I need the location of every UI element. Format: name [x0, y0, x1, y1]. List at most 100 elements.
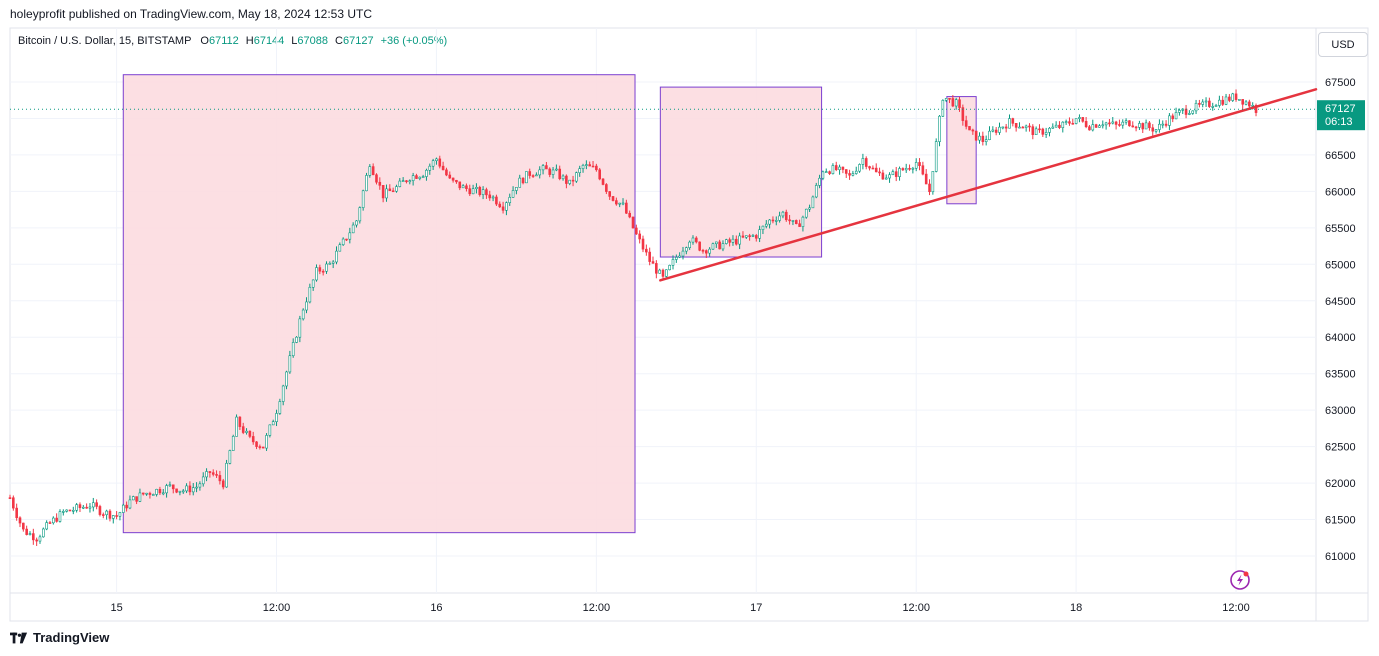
candle-body — [105, 510, 108, 516]
candle-body — [445, 169, 448, 176]
candle-body — [881, 172, 885, 180]
candle-body — [271, 421, 275, 426]
candle-body — [131, 496, 135, 501]
candle-body — [681, 250, 685, 257]
candle-body — [98, 506, 102, 515]
candle-body — [621, 202, 625, 205]
candle-body — [954, 99, 958, 107]
candle-body — [538, 169, 542, 176]
candle-body — [365, 175, 368, 192]
candle-body — [994, 129, 998, 133]
candle-body — [608, 191, 611, 197]
price-tick-label: 63000 — [1325, 405, 1356, 417]
candle-body — [501, 206, 505, 211]
candle-body — [438, 158, 442, 167]
candle-body — [984, 139, 988, 142]
candle-body — [415, 175, 418, 179]
candle-body — [834, 165, 838, 171]
candle-body — [831, 165, 835, 174]
candle-body — [1128, 120, 1131, 127]
candle-body — [1214, 105, 1218, 107]
price-tick-label: 64500 — [1325, 296, 1356, 308]
candle-body — [35, 539, 38, 542]
candle-body — [318, 267, 322, 272]
candle-body — [405, 180, 408, 183]
candle-body — [261, 446, 265, 449]
candle-body — [771, 219, 775, 222]
last-price-badge-bg — [1317, 100, 1365, 131]
candle-body — [754, 235, 758, 239]
candle-body — [854, 170, 858, 174]
candle-body — [338, 244, 342, 252]
candle-body — [791, 220, 795, 222]
candle-body — [934, 141, 938, 172]
attribution-text: holeyprofit published on TradingView.com… — [10, 7, 372, 21]
candle-body — [744, 235, 748, 238]
lightning-icon[interactable] — [1230, 570, 1250, 590]
candle-body — [311, 279, 315, 288]
candle-body — [381, 185, 385, 199]
candle-body — [1174, 112, 1178, 120]
candle-body — [298, 318, 302, 338]
candle-body — [15, 507, 18, 519]
candle-body — [228, 450, 232, 464]
candle-body — [18, 517, 22, 524]
candle-body — [661, 269, 665, 277]
candle-body — [675, 256, 678, 260]
candle-body — [85, 506, 88, 509]
candle-body — [535, 174, 538, 177]
candle-body — [375, 174, 378, 183]
candle-body — [618, 202, 621, 205]
candle-body — [814, 185, 818, 198]
candle-body — [904, 168, 908, 171]
candle-body — [541, 165, 545, 171]
candle-body — [1018, 126, 1021, 129]
candle-body — [201, 476, 205, 485]
candle-body — [1178, 110, 1181, 113]
candle-body — [794, 220, 798, 224]
candle-body — [1121, 121, 1125, 126]
candle-body — [401, 180, 405, 182]
candle-body — [1004, 126, 1008, 129]
candle-body — [911, 167, 915, 170]
tradingview-logo[interactable]: TradingView — [10, 630, 109, 645]
candle-body — [848, 173, 851, 176]
candle-body — [1038, 128, 1041, 131]
candle-body — [801, 216, 805, 227]
candle-body — [531, 175, 535, 177]
candle-body — [978, 135, 981, 141]
candle-body — [1198, 102, 1201, 105]
candle-body — [55, 517, 58, 522]
candle-body — [548, 168, 552, 175]
candle-body — [878, 171, 881, 174]
candle-body — [884, 177, 888, 180]
candle-body — [811, 196, 815, 209]
candle-body — [698, 241, 701, 251]
candle-body — [181, 490, 185, 493]
candle-body — [641, 238, 645, 250]
candle-body — [1208, 100, 1211, 107]
candle-body — [1054, 124, 1058, 128]
candle-body — [868, 166, 871, 169]
candle-body — [851, 173, 855, 176]
candle-body — [425, 169, 428, 177]
candle-body — [1071, 122, 1075, 125]
candle-body — [864, 158, 868, 167]
candle-body — [824, 171, 828, 173]
candle-body — [341, 238, 345, 246]
candle-body — [88, 506, 92, 509]
candle-body — [708, 248, 711, 254]
candle-body — [1068, 121, 1071, 124]
candle-body — [941, 100, 945, 117]
candle-body — [361, 190, 365, 208]
time-tick-label: 17 — [750, 602, 762, 614]
symbol-title[interactable]: Bitcoin / U.S. Dollar, 15, BITSTAMP — [18, 35, 192, 47]
candle-body — [418, 176, 422, 179]
candle-body — [1084, 121, 1088, 128]
candle-body — [561, 175, 565, 180]
candle-body — [1061, 121, 1065, 128]
candle-body — [761, 225, 765, 230]
candle-body — [1241, 99, 1245, 105]
candle-body — [22, 522, 25, 530]
